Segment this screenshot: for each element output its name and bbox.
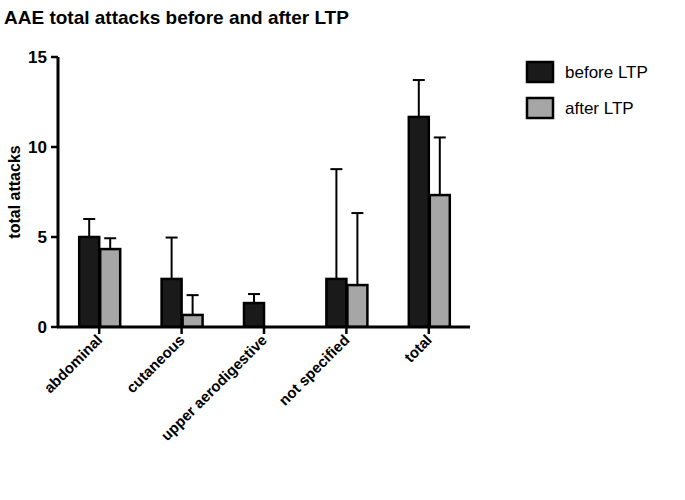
x-tick bbox=[180, 327, 183, 334]
error-bar bbox=[104, 238, 116, 249]
x-tick bbox=[98, 327, 101, 334]
y-tick-label: 0 bbox=[38, 318, 47, 337]
x-tick-label: abdominal bbox=[40, 331, 105, 396]
bar bbox=[183, 315, 203, 327]
x-tick bbox=[263, 327, 266, 334]
bar bbox=[326, 279, 346, 327]
error-bar bbox=[413, 80, 425, 117]
error-stem bbox=[356, 213, 358, 285]
x-tick-label: cutaneous bbox=[123, 331, 188, 396]
error-cap bbox=[351, 212, 363, 214]
y-tick bbox=[51, 56, 58, 59]
x-tick-label: not specified bbox=[275, 331, 352, 408]
legend: before LTP after LTP bbox=[527, 62, 648, 118]
bar bbox=[79, 237, 99, 327]
error-cap bbox=[434, 136, 446, 138]
bar bbox=[100, 249, 120, 327]
chart-container: AAE total attacks before and after LTP to… bbox=[0, 0, 685, 500]
error-bar bbox=[351, 213, 363, 285]
title: AAE total attacks before and after LTP bbox=[4, 7, 349, 28]
error-cap bbox=[187, 294, 199, 296]
error-bar bbox=[166, 238, 178, 279]
error-stem bbox=[88, 219, 90, 237]
error-cap bbox=[104, 237, 116, 239]
chart-svg: AAE total attacks before and after LTP to… bbox=[0, 0, 685, 500]
y-tick-label: 15 bbox=[28, 48, 47, 67]
error-bar bbox=[83, 219, 95, 237]
bar bbox=[162, 279, 182, 327]
y-axis bbox=[57, 57, 60, 328]
y-tick-label: 10 bbox=[28, 138, 47, 157]
y-tick-label: 5 bbox=[38, 228, 47, 247]
y-tick bbox=[51, 326, 58, 329]
error-stem bbox=[109, 238, 111, 249]
error-stem bbox=[253, 294, 255, 303]
y-tick bbox=[51, 236, 58, 239]
bar bbox=[244, 303, 264, 327]
bar bbox=[430, 195, 450, 327]
error-cap bbox=[413, 79, 425, 81]
y-axis-label: total attacks bbox=[6, 145, 23, 238]
y-tick bbox=[51, 146, 58, 149]
error-bar bbox=[330, 169, 342, 279]
legend-swatch bbox=[527, 62, 553, 82]
bar bbox=[409, 117, 429, 327]
legend-swatch bbox=[527, 98, 553, 118]
error-bar bbox=[187, 295, 199, 315]
error-stem bbox=[192, 295, 194, 315]
error-cap bbox=[166, 237, 178, 239]
x-tick bbox=[428, 327, 431, 334]
error-bar bbox=[434, 137, 446, 195]
legend-label: before LTP bbox=[565, 63, 648, 82]
error-cap bbox=[83, 218, 95, 220]
legend-label: after LTP bbox=[565, 99, 634, 118]
plot-area bbox=[79, 80, 450, 327]
error-stem bbox=[439, 137, 441, 195]
x-tick-label: total bbox=[401, 331, 435, 365]
bar bbox=[347, 285, 367, 327]
error-stem bbox=[335, 169, 337, 279]
x-tick bbox=[345, 327, 348, 334]
error-stem bbox=[418, 80, 420, 117]
error-cap bbox=[248, 293, 260, 295]
x-tick-label: upper aerodigestive bbox=[157, 331, 270, 444]
error-stem bbox=[171, 238, 173, 279]
error-bar bbox=[248, 294, 260, 303]
error-cap bbox=[330, 168, 342, 170]
